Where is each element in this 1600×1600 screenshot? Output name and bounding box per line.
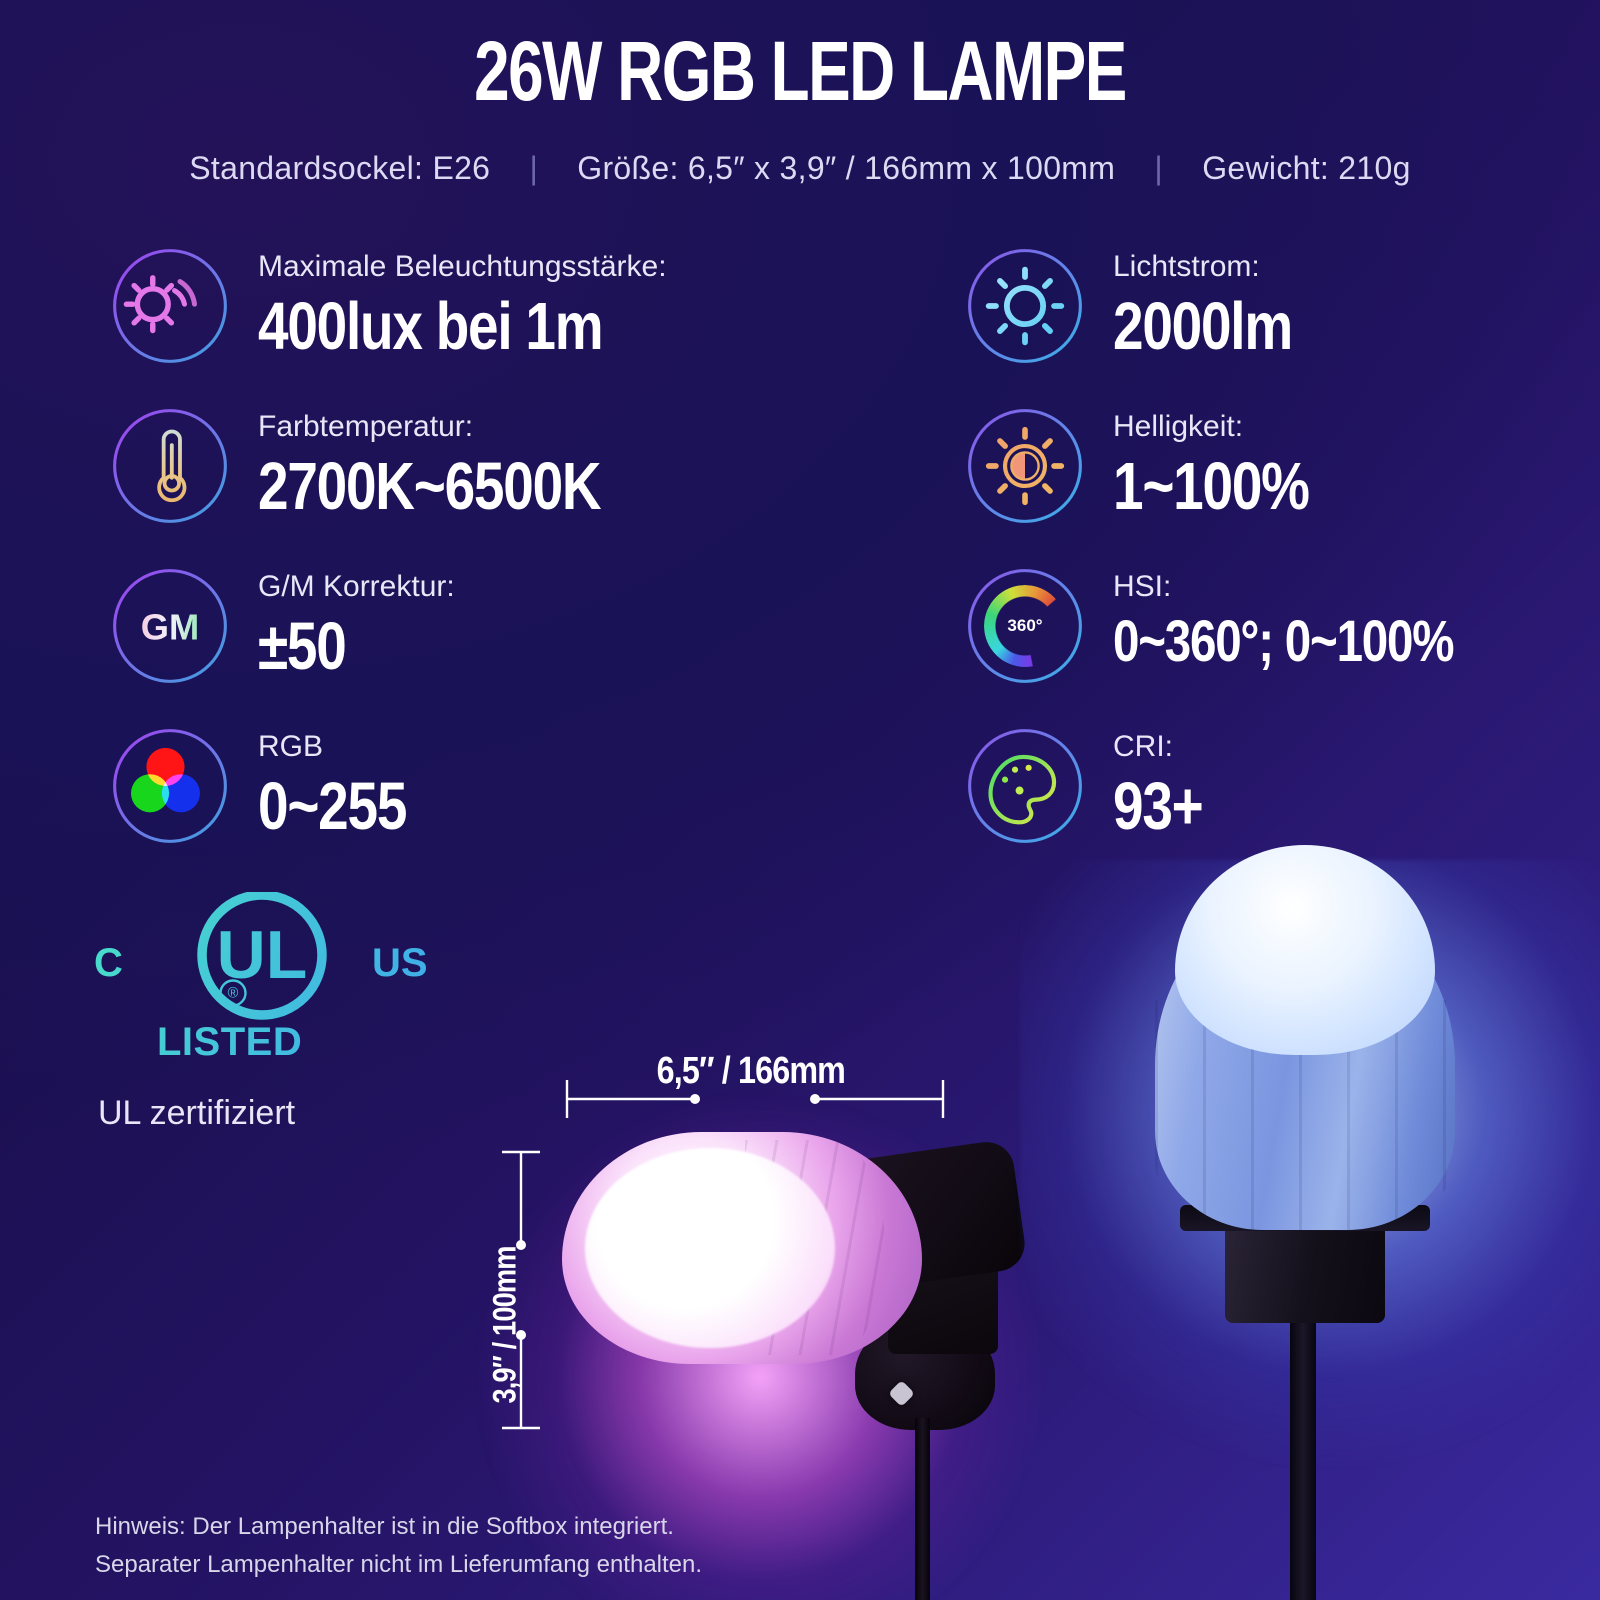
svg-text:C: C bbox=[94, 941, 123, 985]
svg-text:GM: GM bbox=[141, 607, 199, 648]
svg-text:US: US bbox=[372, 941, 428, 985]
svg-text:LISTED: LISTED bbox=[157, 1020, 302, 1064]
svg-text:®: ® bbox=[228, 985, 239, 1001]
